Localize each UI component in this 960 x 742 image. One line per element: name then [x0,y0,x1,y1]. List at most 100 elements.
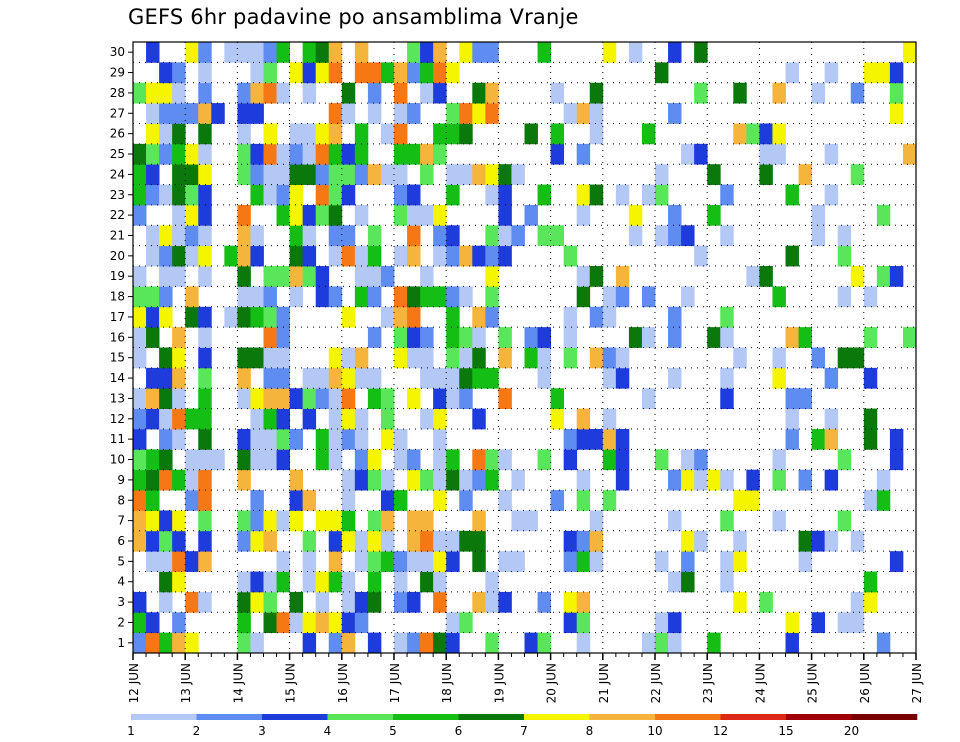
heatmap-cell [433,551,447,572]
heatmap-cell [276,306,290,328]
heatmap-cell [159,184,173,206]
heatmap-cell [694,469,708,491]
heatmap-cell [198,490,212,511]
heatmap-cell [746,490,760,511]
heatmap-cell [485,632,499,654]
heatmap-cell [850,612,865,634]
heatmap-cell [459,367,473,389]
heatmap-cell [250,632,264,654]
heatmap-cell [263,408,277,430]
heatmap-cell [198,428,212,450]
heatmap-cell [498,245,512,267]
heatmap-cell [407,449,421,471]
heatmap-cell [772,123,786,145]
heatmap-cell [394,347,408,369]
heatmap-cell [498,164,512,185]
y-tick-label: 10 [110,453,125,467]
heatmap-cell [367,164,382,185]
heatmap-cell [159,428,173,450]
heatmap-cell [472,449,486,471]
heatmap-cell [628,327,643,348]
heatmap-cell [433,62,447,84]
heatmap-cell [772,82,786,104]
heatmap-cell [707,164,721,185]
heatmap-cell [550,143,565,165]
heatmap-cell [198,347,212,369]
heatmap-cell [863,286,878,308]
heatmap-cell [602,367,617,389]
heatmap-cell [837,449,852,471]
heatmap-cell [420,347,434,369]
heatmap-cell [811,204,826,226]
heatmap-cell [472,245,486,267]
heatmap-cell [237,225,251,247]
heatmap-cell [172,103,186,124]
heatmap-cell [394,184,408,206]
heatmap-cell [263,428,277,450]
heatmap-cell [172,184,186,206]
x-tick-label: 24 JUN [753,663,767,703]
heatmap-cell [681,449,695,471]
heatmap-cell [472,408,486,430]
heatmap-cell [172,408,186,430]
heatmap-cell [850,591,865,613]
heatmap-cell [785,62,799,84]
heatmap-cell [863,591,878,613]
heatmap-cell [420,530,434,552]
heatmap-cell [446,123,460,145]
heatmap-cell [341,103,356,124]
heatmap-cell [433,469,447,491]
heatmap-cell [537,327,551,348]
heatmap-cell [328,123,343,145]
heatmap-cell [198,42,212,63]
x-tick-label: 13 JUN [179,663,193,703]
heatmap-cell [367,571,382,593]
heatmap-cell [615,469,630,491]
heatmap-cell [446,551,460,572]
y-tick-label: 29 [110,66,125,80]
heatmap-cell [250,571,264,593]
heatmap-cell [420,42,434,63]
heatmap-cell [537,225,551,247]
heatmap-cell [407,62,421,84]
heatmap-cell [146,388,160,409]
heatmap-cell [576,204,591,226]
heatmap-cell [198,327,212,348]
heatmap-cell [380,164,395,185]
heatmap-cell [159,632,173,654]
heatmap-cell [276,347,290,369]
heatmap-cell [446,449,460,471]
x-tick-label: 26 JUN [858,663,872,703]
heatmap-cell [133,327,147,348]
heatmap-cell [511,164,525,185]
heatmap-cell [394,591,408,613]
heatmap-cell [328,388,343,409]
heatmap-cell [785,632,799,654]
heatmap-cell [485,591,499,613]
colorbar-label: 12 [713,724,728,738]
heatmap-cell [407,103,421,124]
heatmap-cell [876,490,891,511]
heatmap-cell [420,367,434,389]
heatmap-cell [159,123,173,145]
heatmap-cell [420,469,434,491]
heatmap-cell [485,266,499,287]
y-tick-label: 17 [110,310,125,324]
heatmap-cell [328,143,343,165]
heatmap-cell [237,42,251,63]
heatmap-cell [876,204,891,226]
heatmap-cell [302,612,317,634]
heatmap-cell [589,103,604,124]
heatmap-cell [328,286,343,308]
heatmap-cell [407,551,421,572]
heatmap-cell [263,143,277,165]
heatmap-cell [889,551,904,572]
heatmap-cell [198,266,212,287]
heatmap-cell [146,82,160,104]
heatmap-cell [589,530,604,552]
heatmap-cell [420,327,434,348]
heatmap-cell [902,143,917,165]
heatmap-cell [159,388,173,409]
y-tick-label: 24 [110,167,125,181]
heatmap-cell [250,388,264,409]
